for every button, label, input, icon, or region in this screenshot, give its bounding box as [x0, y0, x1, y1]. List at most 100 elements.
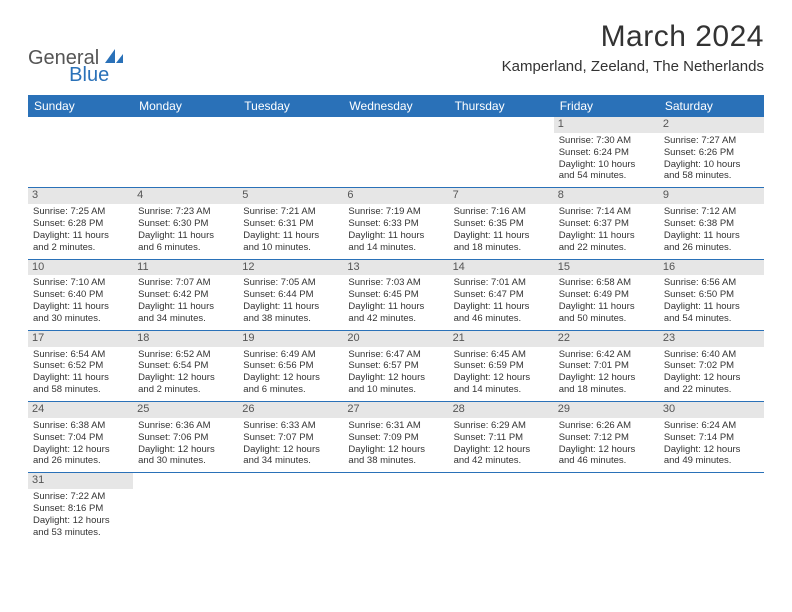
detail-line: Sunset: 6:44 PM [243, 289, 338, 301]
detail-line: and 53 minutes. [33, 527, 128, 539]
detail-line: Sunset: 6:26 PM [664, 147, 759, 159]
detail-line: Sunrise: 7:12 AM [664, 206, 759, 218]
detail-line: Sunrise: 6:26 AM [559, 420, 654, 432]
calendar-cell: 15Sunrise: 6:58 AMSunset: 6:49 PMDayligh… [554, 259, 659, 330]
calendar-cell: 2Sunrise: 7:27 AMSunset: 6:26 PMDaylight… [659, 117, 764, 188]
detail-line: Daylight: 11 hours [33, 230, 128, 242]
day-details: Sunrise: 7:12 AMSunset: 6:38 PMDaylight:… [664, 206, 759, 254]
calendar-cell: 5Sunrise: 7:21 AMSunset: 6:31 PMDaylight… [238, 188, 343, 259]
day-of-week-header: Thursday [449, 95, 554, 117]
calendar-table: SundayMondayTuesdayWednesdayThursdayFrid… [28, 95, 764, 544]
day-details: Sunrise: 7:10 AMSunset: 6:40 PMDaylight:… [33, 277, 128, 325]
detail-line: and 54 minutes. [664, 313, 759, 325]
calendar-cell: 24Sunrise: 6:38 AMSunset: 7:04 PMDayligh… [28, 402, 133, 473]
calendar-cell: 28 Sunrise: 6:29 AMSunset: 7:11 PMDayligh… [449, 402, 554, 473]
detail-line: and 30 minutes. [138, 455, 233, 467]
day-details: Sunrise: 6:36 AMSunset: 7:06 PMDaylight:… [138, 420, 233, 468]
detail-line: Daylight: 12 hours [454, 372, 549, 384]
calendar-cell: 30Sunrise: 6:24 AMSunset: 7:14 PMDayligh… [659, 402, 764, 473]
day-number: 21 [449, 331, 554, 347]
day-number: 3 [28, 188, 133, 204]
day-number: 7 [449, 188, 554, 204]
calendar-cell [133, 473, 238, 544]
calendar-week-row: 24Sunrise: 6:38 AMSunset: 7:04 PMDayligh… [28, 402, 764, 473]
day-number: 15 [554, 260, 659, 276]
detail-line: Sunset: 6:59 PM [454, 360, 549, 372]
detail-line: Sunrise: 6:47 AM [348, 349, 443, 361]
day-number: 9 [659, 188, 764, 204]
detail-line: Sunrise: 6:24 AM [664, 420, 759, 432]
detail-line: and 2 minutes. [138, 384, 233, 396]
day-number: 29 [554, 402, 659, 418]
detail-line: Sunset: 6:54 PM [138, 360, 233, 372]
detail-line: Sunrise: 7:03 AM [348, 277, 443, 289]
calendar-cell: 4 Sunrise: 7:23 AMSunset: 6:30 PMDaylight… [133, 188, 238, 259]
logo: General Blue [28, 20, 109, 87]
detail-line: Sunset: 6:31 PM [243, 218, 338, 230]
day-details: Sunrise: 7:25 AMSunset: 6:28 PMDaylight:… [33, 206, 128, 254]
calendar-cell [238, 117, 343, 188]
detail-line: Sunrise: 6:29 AM [454, 420, 549, 432]
day-number: 28 [449, 402, 554, 418]
detail-line: Daylight: 12 hours [138, 444, 233, 456]
day-details: Sunrise: 6:45 AMSunset: 6:59 PMDaylight:… [454, 349, 549, 397]
day-details: Sunrise: 7:14 AMSunset: 6:37 PMDaylight:… [559, 206, 654, 254]
calendar-cell [659, 473, 764, 544]
detail-line: Sunset: 7:07 PM [243, 432, 338, 444]
calendar-cell: 9 Sunrise: 7:12 AMSunset: 6:38 PMDaylight… [659, 188, 764, 259]
detail-line: and 22 minutes. [664, 384, 759, 396]
detail-line: and 18 minutes. [454, 242, 549, 254]
detail-line: and 18 minutes. [559, 384, 654, 396]
day-number: 8 [554, 188, 659, 204]
calendar-cell: 25Sunrise: 6:36 AMSunset: 7:06 PMDayligh… [133, 402, 238, 473]
detail-line: Daylight: 11 hours [559, 230, 654, 242]
detail-line: Sunset: 8:16 PM [33, 503, 128, 515]
detail-line: Sunrise: 6:58 AM [559, 277, 654, 289]
day-details: Sunrise: 7:16 AMSunset: 6:35 PMDaylight:… [454, 206, 549, 254]
detail-line: and 54 minutes. [559, 170, 654, 182]
detail-line: and 34 minutes. [138, 313, 233, 325]
detail-line: Daylight: 12 hours [454, 444, 549, 456]
detail-line: Sunrise: 6:45 AM [454, 349, 549, 361]
logo-text-blue: Blue [69, 64, 109, 87]
detail-line: Sunrise: 7:10 AM [33, 277, 128, 289]
detail-line: Daylight: 11 hours [243, 301, 338, 313]
detail-line: Sunset: 6:38 PM [664, 218, 759, 230]
calendar-cell: 14Sunrise: 7:01 AMSunset: 6:47 PMDayligh… [449, 259, 554, 330]
calendar-cell: 1Sunrise: 7:30 AMSunset: 6:24 PMDaylight… [554, 117, 659, 188]
detail-line: Sunrise: 7:27 AM [664, 135, 759, 147]
detail-line: Daylight: 12 hours [348, 372, 443, 384]
day-details: Sunrise: 6:40 AMSunset: 7:02 PMDaylight:… [664, 349, 759, 397]
day-details: Sunrise: 7:23 AMSunset: 6:30 PMDaylight:… [138, 206, 233, 254]
day-number: 4 [133, 188, 238, 204]
detail-line: Sunrise: 7:23 AM [138, 206, 233, 218]
detail-line: and 14 minutes. [454, 384, 549, 396]
detail-line: and 2 minutes. [33, 242, 128, 254]
detail-line: Sunrise: 7:14 AM [559, 206, 654, 218]
day-details: Sunrise: 7:01 AMSunset: 6:47 PMDaylight:… [454, 277, 549, 325]
detail-line: Sunset: 6:24 PM [559, 147, 654, 159]
calendar-cell [554, 473, 659, 544]
detail-line: and 46 minutes. [559, 455, 654, 467]
calendar-week-row: 3 Sunrise: 7:25 AMSunset: 6:28 PMDaylight… [28, 188, 764, 259]
detail-line: Sunrise: 7:07 AM [138, 277, 233, 289]
calendar-cell: 7 Sunrise: 7:16 AMSunset: 6:35 PMDaylight… [449, 188, 554, 259]
calendar-week-row: 1Sunrise: 7:30 AMSunset: 6:24 PMDaylight… [28, 117, 764, 188]
detail-line: Sunrise: 6:33 AM [243, 420, 338, 432]
day-of-week-header: Monday [133, 95, 238, 117]
detail-line: and 6 minutes. [243, 384, 338, 396]
day-number: 18 [133, 331, 238, 347]
detail-line: and 38 minutes. [243, 313, 338, 325]
calendar-cell: 23Sunrise: 6:40 AMSunset: 7:02 PMDayligh… [659, 330, 764, 401]
calendar-cell: 21 Sunrise: 6:45 AMSunset: 6:59 PMDayligh… [449, 330, 554, 401]
detail-line: Sunset: 6:33 PM [348, 218, 443, 230]
day-number: 31 [28, 473, 133, 489]
detail-line: Daylight: 11 hours [243, 230, 338, 242]
day-details: Sunrise: 6:29 AMSunset: 7:11 PMDaylight:… [454, 420, 549, 468]
day-details: Sunrise: 7:19 AMSunset: 6:33 PMDaylight:… [348, 206, 443, 254]
day-number: 27 [343, 402, 448, 418]
detail-line: and 26 minutes. [664, 242, 759, 254]
day-of-week-row: SundayMondayTuesdayWednesdayThursdayFrid… [28, 95, 764, 117]
detail-line: Sunset: 6:57 PM [348, 360, 443, 372]
location-text: Kamperland, Zeeland, The Netherlands [502, 58, 764, 75]
